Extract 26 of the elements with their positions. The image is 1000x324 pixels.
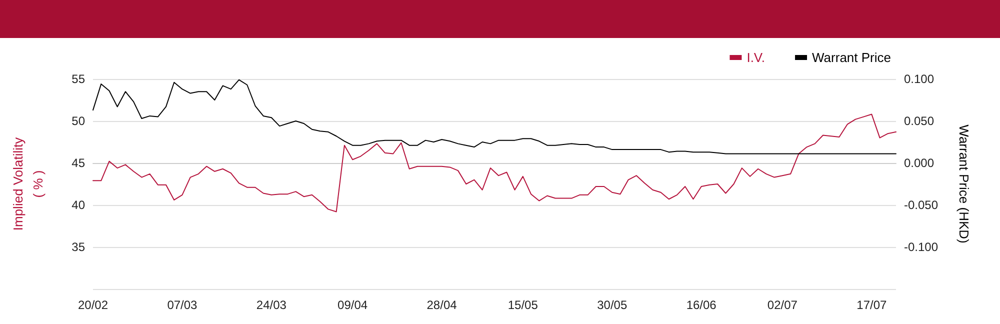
y-axis-title: Implied Volatility ( % ) <box>10 136 46 231</box>
legend-label: I.V. <box>746 50 766 65</box>
x-tick-label: 07/03 <box>167 298 198 312</box>
x-tick-label: 17/07 <box>856 298 888 312</box>
y2-axis-title: Warrant Price (HKD) <box>956 124 972 244</box>
x-tick-label: 20/02 <box>78 298 108 312</box>
y-tick-label: 35 <box>72 240 86 254</box>
y2-tick-label: 0.000 <box>904 156 934 170</box>
y2-tick-label: 0.100 <box>904 72 934 86</box>
x-tick-label: 09/04 <box>338 298 368 312</box>
line-series <box>92 114 896 212</box>
y-tick-label: 45 <box>72 156 86 170</box>
y-tick-label: 40 <box>72 198 86 212</box>
x-tick-label: 28/04 <box>426 298 458 312</box>
x-tick-label: 24/03 <box>256 298 287 312</box>
line-series <box>92 79 896 154</box>
x-tick-label: 02/07 <box>767 298 798 312</box>
x-tick-label: 15/05 <box>508 298 538 312</box>
y-tick-label: 50 <box>72 114 86 128</box>
y-tick-label: 55 <box>72 72 86 86</box>
y2-tick-label: 0.050 <box>904 114 934 128</box>
x-tick-label: 30/05 <box>597 298 628 312</box>
legend-label: Warrant Price <box>812 50 892 65</box>
x-tick-label: 16/06 <box>686 298 717 312</box>
y2-tick-label: -0.050 <box>904 198 938 212</box>
y2-tick-label: -0.100 <box>904 240 938 254</box>
